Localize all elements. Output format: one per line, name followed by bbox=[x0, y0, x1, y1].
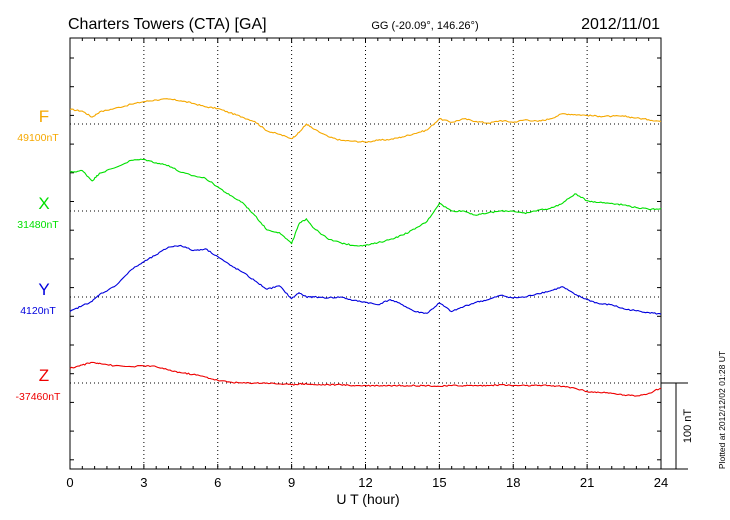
station-coordinates: GG (-20.09°, 146.26°) bbox=[371, 20, 478, 32]
x-tick-label: 0 bbox=[66, 475, 73, 490]
series-f-baseline: 49100nT bbox=[17, 132, 59, 144]
series-z-line bbox=[69, 361, 662, 397]
x-tick-label: 12 bbox=[358, 475, 372, 490]
series-group bbox=[69, 98, 662, 397]
series-labels: F 49100nT X 31480nT Y 4120nT Z -37460nT bbox=[16, 107, 62, 403]
x-axis-label: U T (hour) bbox=[336, 491, 399, 507]
series-y-label: Y bbox=[38, 280, 49, 299]
series-f-line bbox=[69, 98, 662, 143]
x-tick-label: 9 bbox=[288, 475, 295, 490]
scale-bar-label: 100 nT bbox=[682, 409, 694, 444]
series-z-baseline: -37460nT bbox=[16, 391, 62, 403]
series-x-baseline: 31480nT bbox=[17, 219, 59, 231]
x-tick-label: 6 bbox=[214, 475, 221, 490]
x-tick-label: 15 bbox=[432, 475, 446, 490]
series-y-line bbox=[69, 244, 662, 315]
series-z-label: Z bbox=[39, 366, 49, 385]
scale-bar: 100 nT bbox=[661, 382, 694, 470]
x-tick-label: 21 bbox=[580, 475, 594, 490]
station-title: Charters Towers (CTA) [GA] bbox=[68, 16, 267, 33]
x-tick-label: 24 bbox=[654, 475, 668, 490]
x-tick-label: 18 bbox=[506, 475, 520, 490]
plotted-timestamp: Plotted at 2012/12/02 01:28 UT bbox=[717, 351, 727, 469]
series-y-baseline: 4120nT bbox=[20, 305, 56, 317]
grid bbox=[69, 37, 662, 470]
chart-date: 2012/11/01 bbox=[581, 16, 660, 33]
series-f-label: F bbox=[39, 107, 49, 126]
x-axis-ticks: 0 3 6 9 12 15 18 21 24 bbox=[66, 475, 668, 490]
series-x-line bbox=[69, 158, 662, 247]
series-x-label: X bbox=[38, 194, 49, 213]
x-tick-label: 3 bbox=[140, 475, 147, 490]
